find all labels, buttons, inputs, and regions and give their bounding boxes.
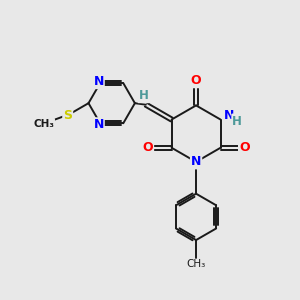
Text: O: O	[191, 74, 201, 87]
Text: N: N	[93, 75, 104, 88]
Text: O: O	[239, 141, 250, 154]
Text: H: H	[232, 115, 242, 128]
Text: CH₃: CH₃	[186, 260, 206, 269]
Text: N: N	[224, 110, 234, 122]
Text: CH₃: CH₃	[33, 119, 54, 129]
Text: N: N	[93, 118, 104, 131]
Text: H: H	[139, 89, 148, 102]
Text: O: O	[142, 141, 153, 154]
Text: N: N	[191, 155, 201, 168]
Text: S: S	[63, 109, 72, 122]
